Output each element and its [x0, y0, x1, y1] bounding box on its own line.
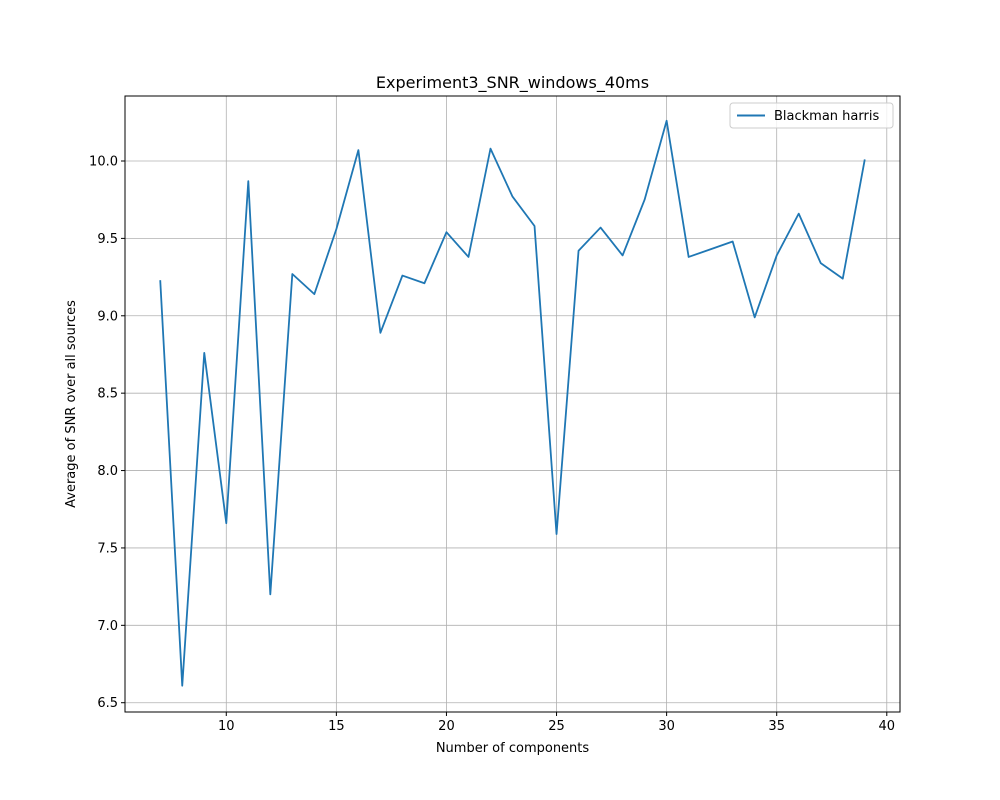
y-tick-label: 10.0 — [89, 155, 118, 170]
y-tick-label: 9.0 — [97, 309, 118, 324]
y-tick-label: 9.5 — [97, 232, 118, 247]
x-tick-label: 10 — [218, 719, 235, 734]
legend-label: Blackman harris — [774, 109, 879, 124]
x-tick-label: 30 — [658, 719, 675, 734]
axes-frame — [124, 95, 901, 713]
x-tick-label: 35 — [768, 719, 785, 734]
legend: Blackman harris — [729, 102, 894, 129]
x-tick-label: 40 — [879, 719, 896, 734]
grid — [125, 96, 900, 712]
y-axis-label: Average of SNR over all sources — [64, 300, 79, 508]
y-tick-label: 8.0 — [97, 464, 118, 479]
x-tick-label: 15 — [328, 719, 345, 734]
x-tick-label: 25 — [548, 719, 565, 734]
y-tick-label: 8.5 — [97, 387, 118, 402]
chart-title: Experiment3_SNR_windows_40ms — [376, 73, 649, 93]
ticks: 10 15 20 25 30 35 40 6.5 7.0 7.5 8.0 8.5 9.0 9.5 10.0 — [89, 155, 895, 734]
legend-box — [729, 102, 894, 129]
series-line — [159, 119, 866, 687]
y-tick-label: 6.5 — [97, 696, 118, 711]
y-tick-label: 7.0 — [97, 619, 118, 634]
y-tick-label: 7.5 — [97, 541, 118, 556]
series-layer — [159, 119, 866, 687]
x-tick-label: 20 — [438, 719, 455, 734]
x-axis-label: Number of components — [436, 741, 590, 756]
